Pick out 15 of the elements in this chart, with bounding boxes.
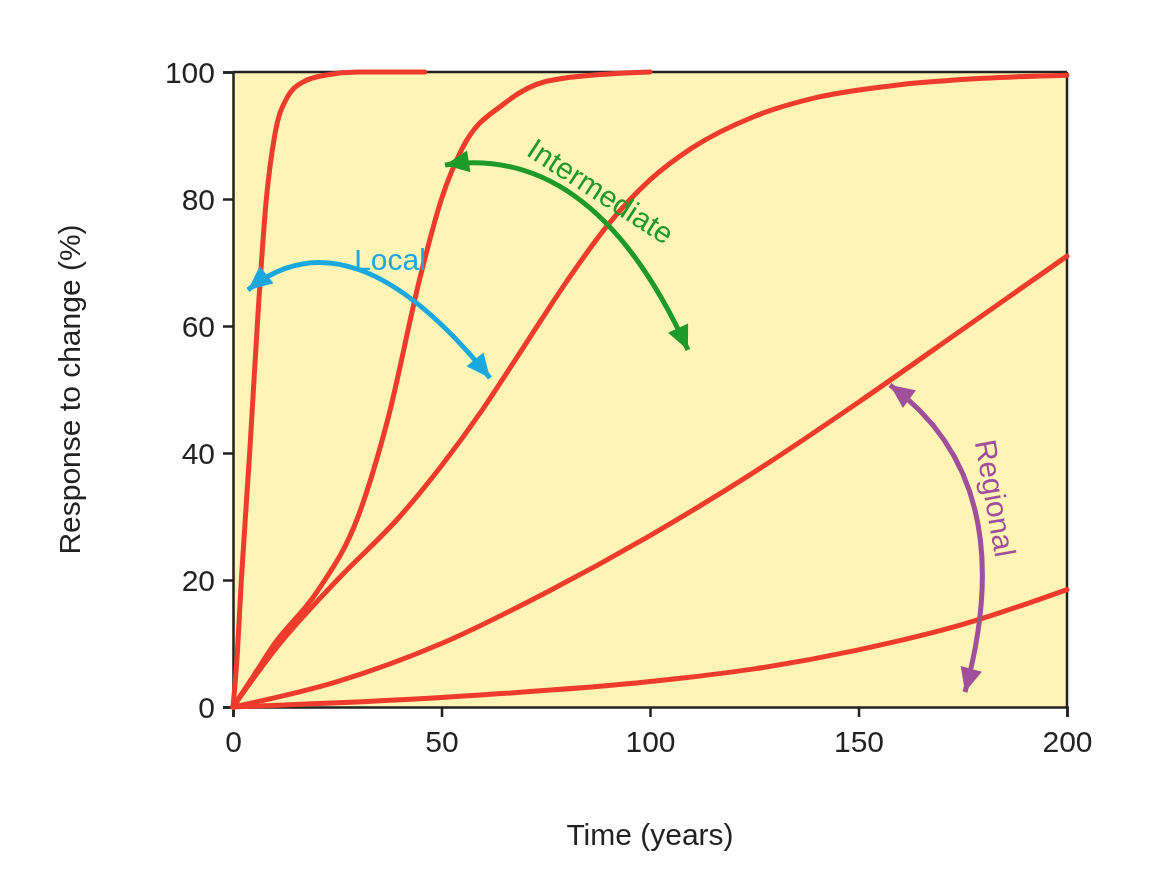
annotation: Local bbox=[354, 243, 426, 276]
x-tick-label: 200 bbox=[1042, 725, 1093, 758]
y-tick-label: 40 bbox=[181, 437, 215, 470]
y-tick-label: 80 bbox=[181, 183, 215, 216]
annotation: Regional bbox=[968, 437, 1022, 560]
x-tick-label: 150 bbox=[833, 725, 885, 758]
y-tick-label: 60 bbox=[181, 310, 215, 343]
y-axis-title: Response to change (%) bbox=[53, 224, 86, 555]
x-tick-label: 50 bbox=[425, 725, 459, 758]
x-axis-title: Time (years) bbox=[566, 818, 734, 851]
y-tick-label: 0 bbox=[198, 691, 215, 724]
x-tick-label: 0 bbox=[225, 725, 242, 758]
y-tick-label: 100 bbox=[164, 56, 215, 89]
x-tick-label: 100 bbox=[625, 725, 676, 758]
y-tick-label: 20 bbox=[181, 564, 215, 597]
